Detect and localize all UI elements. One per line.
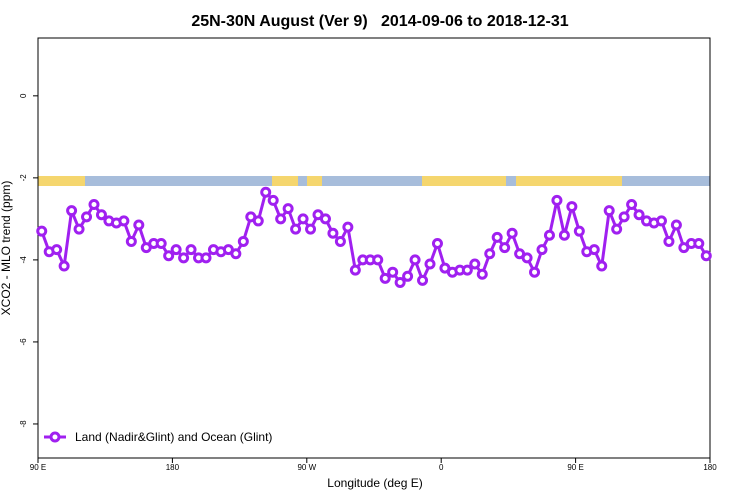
point [178, 252, 190, 264]
point [260, 186, 272, 198]
point [603, 205, 615, 217]
y-tick-label: 0 [19, 93, 28, 98]
point [95, 209, 107, 221]
point [618, 211, 630, 223]
point [409, 254, 421, 266]
point [693, 237, 705, 249]
land [38, 176, 85, 186]
point [551, 194, 563, 206]
y-tick-label: -6 [19, 338, 28, 346]
point [334, 235, 346, 247]
point [611, 223, 623, 235]
point [379, 272, 391, 284]
land-ocean-strip [38, 176, 710, 186]
x-tick-label: 180 [166, 463, 180, 472]
point [484, 248, 496, 260]
ocean [38, 176, 710, 186]
point [290, 223, 302, 235]
x-axis-label: Longitude (deg E) [327, 476, 422, 490]
legend-label: Land (Nadir&Glint) and Ocean (Glint) [75, 430, 272, 444]
point [700, 250, 712, 262]
point [588, 244, 600, 256]
point [282, 203, 294, 215]
y-tick-label: -4 [19, 256, 28, 264]
point [499, 242, 511, 254]
point [200, 252, 212, 264]
point [596, 260, 608, 272]
point [230, 248, 242, 260]
point [476, 268, 488, 280]
point [185, 244, 197, 256]
point [402, 270, 414, 282]
land [307, 176, 322, 186]
land [272, 176, 298, 186]
point [319, 213, 331, 225]
point [133, 219, 145, 231]
legend-marker [49, 431, 61, 443]
point [305, 223, 317, 235]
point [88, 199, 100, 211]
point [297, 213, 309, 225]
point [36, 225, 48, 237]
point [536, 244, 548, 256]
point [626, 199, 638, 211]
point [51, 244, 63, 256]
point [506, 227, 518, 239]
point [573, 225, 585, 237]
x-tick-label: 90 E [30, 463, 46, 472]
x-tick-label: 0 [439, 463, 444, 472]
series-line [40, 189, 708, 285]
point [387, 266, 399, 278]
point [125, 235, 137, 247]
point [417, 274, 429, 286]
land [422, 176, 506, 186]
point [566, 201, 578, 213]
point [327, 227, 339, 239]
point [237, 235, 249, 247]
point [155, 237, 167, 249]
point [670, 219, 682, 231]
point [424, 258, 436, 270]
point [372, 254, 384, 266]
x-tick-label: 180 [703, 463, 717, 472]
chart-title: 25N-30N August (Ver 9) 2014-09-06 to 201… [191, 13, 568, 30]
point [558, 229, 570, 241]
point [163, 250, 175, 262]
point [663, 235, 675, 247]
point [633, 209, 645, 221]
point [655, 215, 667, 227]
point [461, 264, 473, 276]
y-tick-label: -8 [19, 420, 28, 428]
point [252, 215, 264, 227]
point [491, 231, 503, 243]
point [529, 266, 541, 278]
point [58, 260, 70, 272]
x-tick-label: 90 W [297, 463, 316, 472]
point [267, 194, 279, 206]
point [170, 244, 182, 256]
point [73, 223, 85, 235]
plot-frame [37, 37, 711, 459]
point [66, 205, 78, 217]
point [521, 252, 533, 264]
point [349, 264, 361, 276]
point [342, 221, 354, 233]
point [431, 237, 443, 249]
point [394, 276, 406, 288]
point [543, 229, 555, 241]
point [275, 213, 287, 225]
point [469, 258, 481, 270]
point [81, 211, 93, 223]
y-tick-label: -2 [19, 174, 28, 182]
y-axis-label: XCO2 - MLO trend (ppm) [0, 181, 13, 316]
legend: Land (Nadir&Glint) and Ocean (Glint) [44, 430, 272, 444]
x-tick-label: 90 E [567, 463, 583, 472]
point [118, 215, 130, 227]
land [516, 176, 622, 186]
